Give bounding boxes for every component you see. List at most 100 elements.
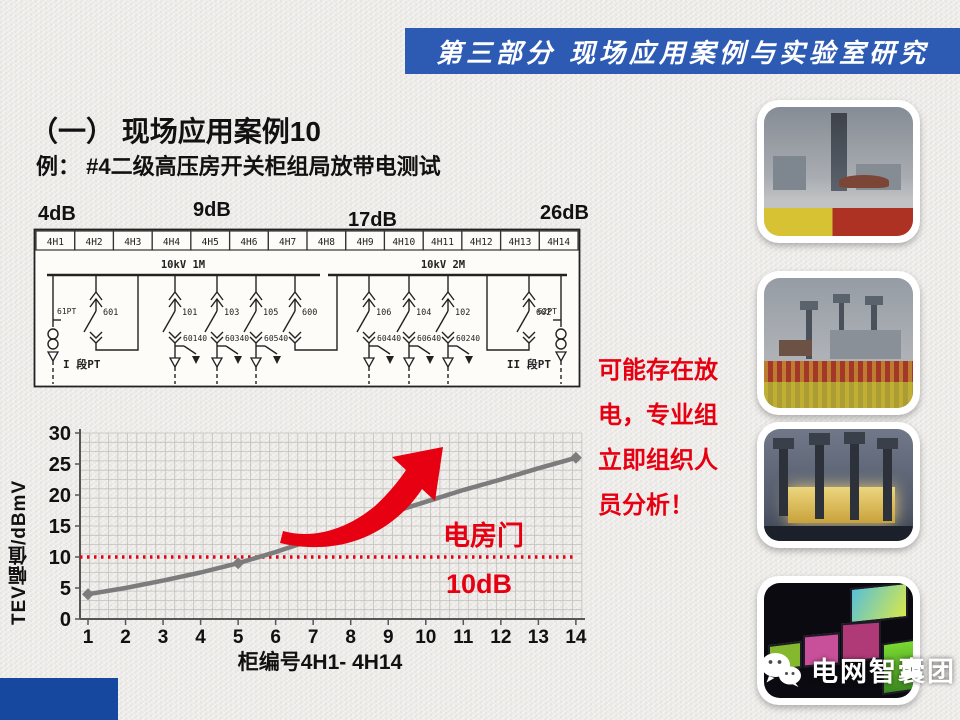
photo-golden-hall — [787, 487, 896, 524]
photo-tower-mast — [778, 437, 788, 517]
photo-mast-cap — [865, 296, 884, 306]
db-label-1: 4dB — [38, 203, 76, 225]
x-tick: 4 — [195, 627, 206, 648]
watermark: 电网智囊团 — [760, 650, 956, 689]
cabinet-cell-label: 4H4 — [163, 237, 180, 248]
y-tick: 25 — [49, 454, 71, 476]
feeder-label: 600 — [302, 308, 317, 318]
photo-tower-top — [844, 432, 866, 444]
threshold-label-name: 电房门 — [443, 521, 524, 551]
photo-tower-top — [877, 437, 899, 450]
switch-label: 60440 — [377, 334, 401, 343]
cabinet-cell-label: 4H3 — [124, 237, 141, 248]
photo-tower — [831, 113, 848, 191]
bus-label: 10kV 1M — [161, 259, 205, 271]
photo-flowerbed — [764, 207, 913, 236]
photo-buildings — [772, 156, 806, 190]
db-label-3: 17dB — [348, 209, 397, 231]
cabinet-cell-label: 4H14 — [547, 237, 570, 248]
x-tick: 10 — [415, 627, 436, 648]
x-tick-labels: 1 2 3 4 5 6 7 8 9 10 11 12 13 14 — [83, 619, 587, 648]
photo-night-towers — [757, 422, 920, 548]
switch-label: 60340 — [225, 334, 249, 343]
photo-city-skyline-day — [757, 100, 920, 243]
x-tick: 5 — [233, 627, 244, 648]
x-tick: 13 — [528, 627, 549, 648]
watermark-text: 电网智囊团 — [811, 657, 956, 687]
cabinet-cell-label: 4H7 — [279, 237, 296, 248]
photo-led-screen — [850, 583, 909, 625]
photo-sculpture — [838, 175, 890, 189]
photo-tower-mast — [814, 433, 824, 519]
section-banner: 第三部分 现场应用案例与实验室研究 — [405, 28, 960, 74]
cabinet-cell-label: 4H9 — [356, 237, 373, 248]
photo-tower-mast — [850, 432, 860, 520]
alert-text: 可能存在放 电，专业组 立即组织人 员分析！ — [598, 348, 768, 528]
cabinet-cell-label: 4H13 — [508, 237, 531, 248]
pt-tag: 62PT — [538, 307, 557, 316]
y-tick: 15 — [49, 516, 71, 538]
pt-label: II 段PT — [507, 357, 551, 371]
feeder-label: 601 — [103, 308, 118, 318]
bus-label: 10kV 2M — [421, 259, 465, 271]
x-tick: 3 — [158, 627, 169, 648]
trend-arrow-icon — [280, 447, 443, 548]
feeder-label: 103 — [224, 308, 239, 318]
wechat-icon — [761, 652, 801, 687]
feeder-label: 602 — [536, 308, 551, 318]
cabinet-cell-label: 4H12 — [470, 237, 493, 248]
cabinet-cell-label: 4H11 — [431, 237, 454, 248]
alert-line: 员分析！ — [598, 492, 694, 519]
photo-water — [764, 526, 913, 541]
x-tick: 8 — [345, 627, 356, 648]
switch-label: 60140 — [183, 334, 207, 343]
threshold-label-value: 10dB — [446, 569, 512, 599]
x-tick: 7 — [308, 627, 319, 648]
photo-mast — [838, 298, 845, 359]
alert-line: 电，专业组 — [598, 402, 718, 429]
photo-flower-field — [764, 361, 913, 408]
photo-structure — [829, 330, 902, 359]
y-tick-labels: 0 5 10 15 20 25 30 — [49, 425, 80, 631]
x-tick: 14 — [565, 627, 587, 648]
photo-tower-mast — [883, 437, 893, 521]
switch-label: 60640 — [417, 334, 441, 343]
db-label-4: 26dB — [540, 202, 589, 224]
y-tick: 5 — [60, 578, 71, 600]
circuit-diagram: 4H1 4H2 4H3 4H4 4H5 4H6 4H7 4H8 4H9 4H10 4H11 4H12 4… — [33, 228, 581, 388]
cabinet-cell-label: 4H8 — [318, 237, 335, 248]
photo-mast — [805, 306, 812, 359]
switch-label: 60240 — [456, 334, 480, 343]
cabinet-cell-label: 4H10 — [392, 237, 415, 248]
alert-line: 立即组织人 — [598, 447, 718, 474]
photo-mast — [871, 301, 878, 359]
corner-decoration — [0, 678, 118, 720]
pt-tag: 61PT — [57, 307, 76, 316]
photo-boat — [778, 340, 812, 356]
photo-structures-flower-field — [757, 271, 920, 415]
alert-line: 可能存在放 — [598, 357, 718, 384]
photo-tower-top — [808, 433, 830, 445]
y-tick: 0 — [60, 609, 71, 631]
page-title: （一） 现场应用案例10 — [30, 116, 321, 147]
feeder-label: 101 — [182, 308, 197, 318]
x-tick: 9 — [383, 627, 394, 648]
feeder-label: 106 — [376, 308, 391, 318]
y-tick: 30 — [49, 425, 71, 445]
photo-mast-cap — [832, 293, 851, 303]
photo-tower-top — [772, 437, 794, 450]
x-tick: 6 — [270, 627, 281, 648]
cabinet-cell-label: 4H1 — [47, 237, 64, 248]
x-tick: 2 — [120, 627, 131, 648]
switch-label: 60540 — [264, 334, 288, 343]
cabinet-cell-label: 4H5 — [202, 237, 219, 248]
y-tick: 20 — [49, 485, 71, 507]
chart-grid — [79, 432, 583, 620]
pt-label: I 段PT — [63, 357, 101, 371]
feeder-label: 102 — [455, 308, 470, 318]
x-tick: 11 — [453, 627, 474, 648]
db-label-2: 9dB — [193, 199, 231, 221]
cabinet-cell-label: 4H2 — [85, 237, 102, 248]
